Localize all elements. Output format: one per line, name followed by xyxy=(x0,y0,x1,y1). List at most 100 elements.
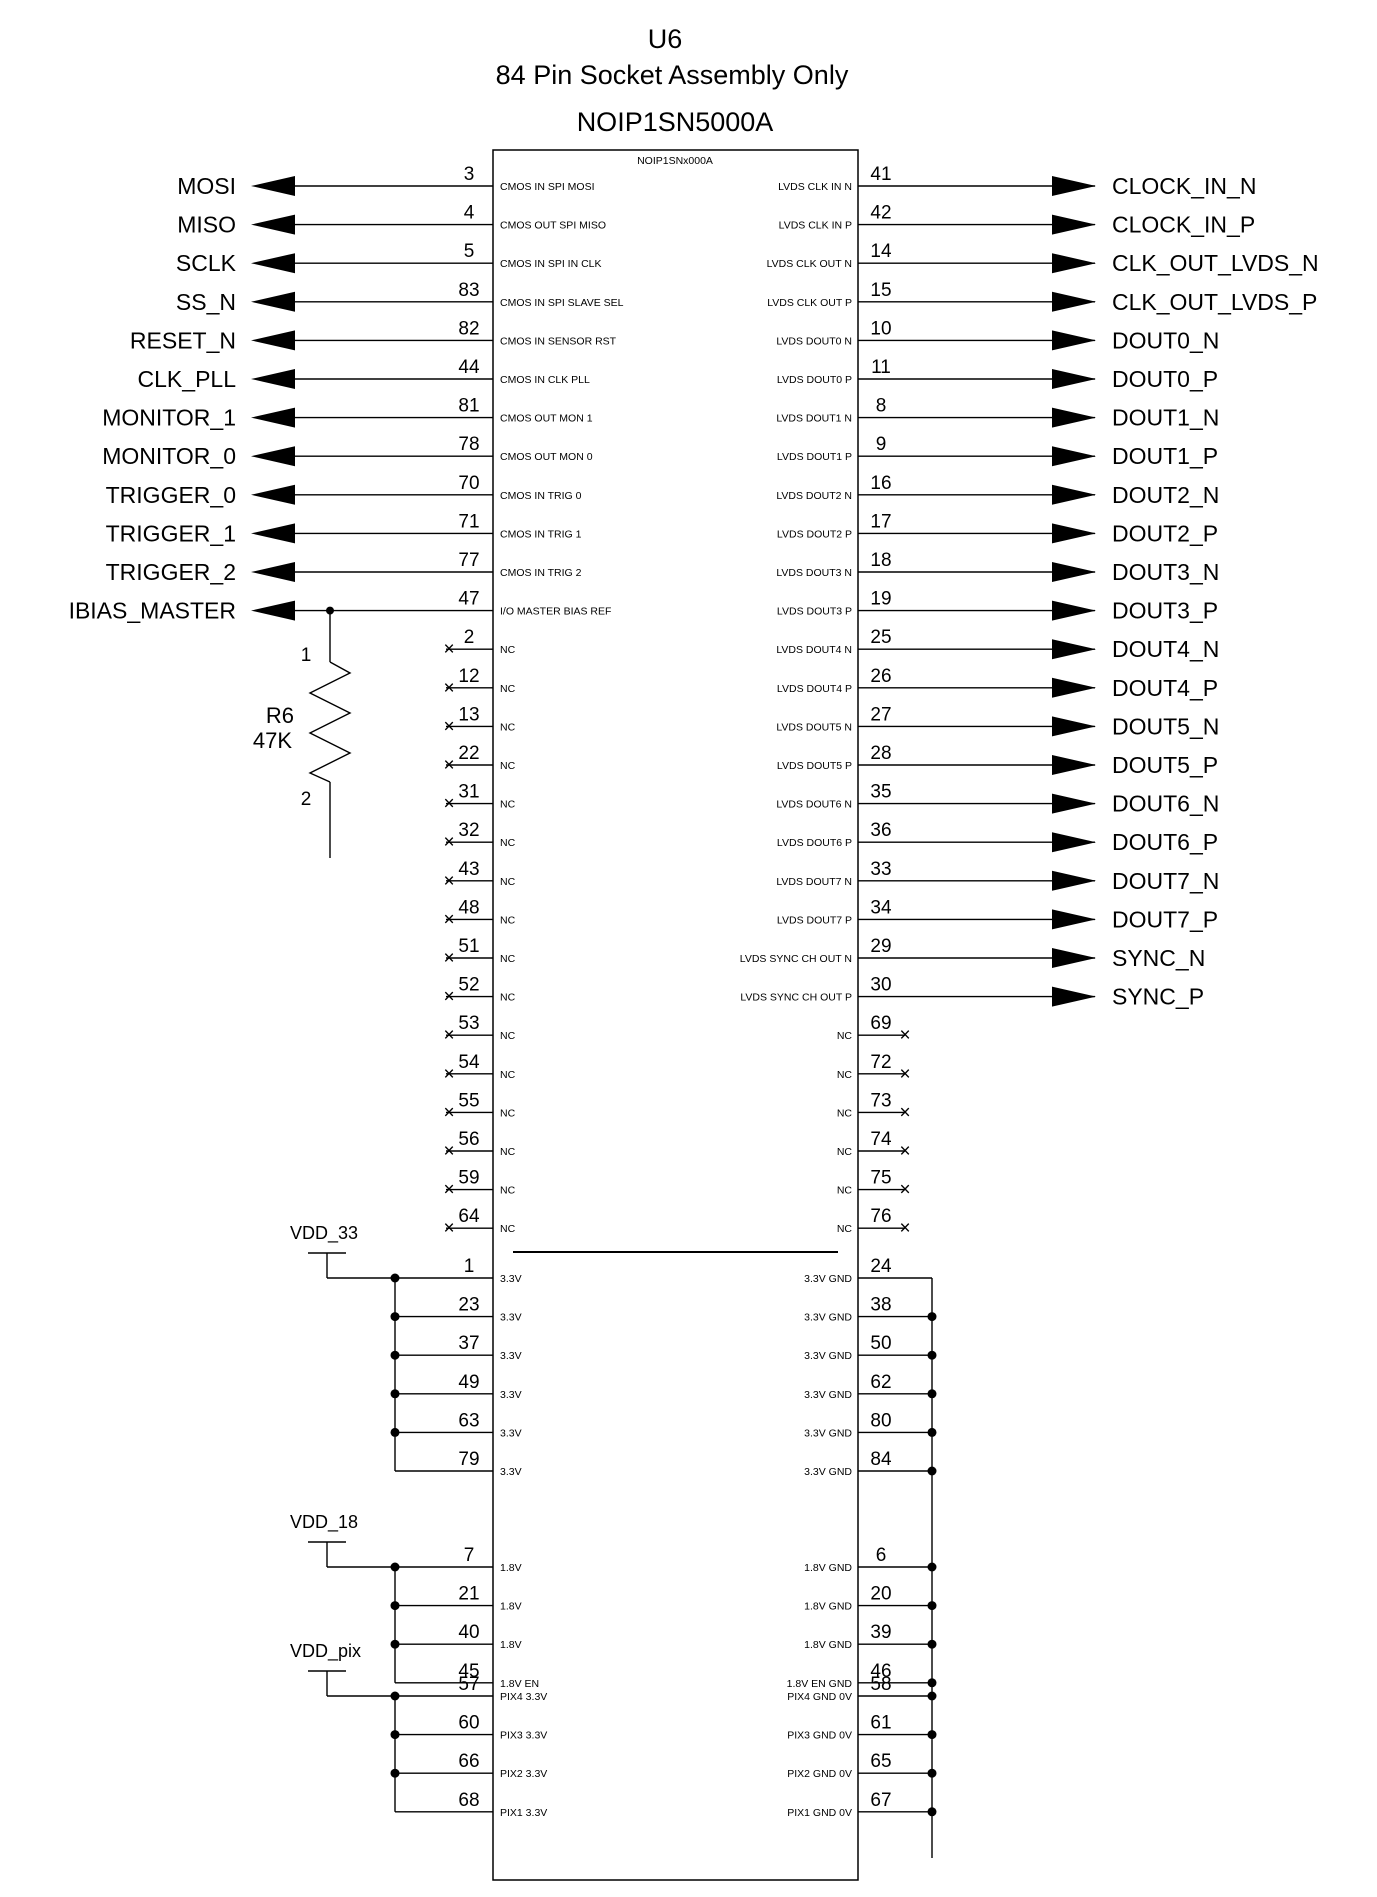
pin-number: 46 xyxy=(870,1661,891,1682)
pin-number: 41 xyxy=(870,164,891,185)
pin-number: 78 xyxy=(458,434,479,455)
pin-number: 26 xyxy=(870,666,891,687)
junction-dot xyxy=(390,1691,400,1701)
pin-number: 72 xyxy=(870,1052,891,1073)
net-label: DOUT5_N xyxy=(1112,713,1219,739)
pin-function: 1.8V xyxy=(500,1639,522,1651)
resistor-pin-number: 1 xyxy=(301,645,312,666)
net-label: TRIGGER_1 xyxy=(106,520,236,546)
pin-number: 45 xyxy=(458,1661,479,1682)
pin-function: 1.8V xyxy=(500,1562,522,1574)
net-label: SYNC_P xyxy=(1112,984,1204,1010)
net-label: CLK_OUT_LVDS_N xyxy=(1112,250,1319,276)
no-connect-mark: × xyxy=(899,1025,910,1046)
junction-dot xyxy=(390,1639,400,1649)
pin-number: 80 xyxy=(870,1410,891,1431)
pin-function: CMOS OUT MON 1 xyxy=(500,413,593,425)
pin-number: 48 xyxy=(458,897,479,918)
no-connect-mark: × xyxy=(443,832,454,853)
no-connect-mark: × xyxy=(443,909,454,930)
no-connect-mark: × xyxy=(899,1180,910,1201)
pin-number: 49 xyxy=(458,1372,479,1393)
ground-icon xyxy=(912,1858,952,1884)
pin-function: PIX4 3.3V xyxy=(500,1691,547,1703)
pin-function: 3.3V xyxy=(500,1389,522,1401)
pin-function: NC xyxy=(500,721,516,733)
net-label: TRIGGER_0 xyxy=(106,482,236,508)
pin-number: 84 xyxy=(870,1449,892,1470)
junction-dot xyxy=(390,1562,400,1572)
pin-function: LVDS DOUT2 P xyxy=(777,528,852,540)
pin-number: 64 xyxy=(458,1206,480,1227)
pin-number: 67 xyxy=(870,1790,891,1811)
pin-function: NC xyxy=(500,1030,516,1042)
port-arrow-icon xyxy=(251,291,295,312)
pin-function: 3.3V xyxy=(500,1312,522,1324)
pin-function: CMOS IN SPI IN CLK xyxy=(500,258,602,270)
pin-number: 20 xyxy=(870,1584,891,1605)
pin-number: 44 xyxy=(458,357,480,378)
pin-number: 57 xyxy=(458,1674,479,1695)
net-label: RESET_N xyxy=(130,327,236,353)
pin-number: 15 xyxy=(870,280,891,301)
no-connect-mark: × xyxy=(443,871,454,892)
port-arrow-icon xyxy=(1052,291,1096,312)
no-connect-mark: × xyxy=(443,794,454,815)
pin-function: 1.8V GND xyxy=(804,1639,852,1651)
resistor-pin-number: 2 xyxy=(301,789,312,810)
pin-function: CMOS OUT MON 0 xyxy=(500,451,593,463)
port-arrow-icon xyxy=(251,369,295,389)
pin-function: LVDS DOUT3 P xyxy=(777,606,852,618)
pin-function: NC xyxy=(500,1146,516,1158)
pin-number: 29 xyxy=(870,936,891,957)
net-label: SCLK xyxy=(176,250,237,276)
pin-number: 25 xyxy=(870,627,891,648)
pin-number: 14 xyxy=(870,241,892,262)
pin-number: 61 xyxy=(870,1713,891,1734)
generated-schematic: MOSI 3 CMOS IN SPI MOSI MISO 4 CMOS OUT SPI M… xyxy=(69,164,1319,1884)
net-label: MONITOR_1 xyxy=(102,405,236,431)
pin-number: 30 xyxy=(870,975,891,996)
net-label: DOUT7_P xyxy=(1112,906,1218,932)
no-connect-mark: × xyxy=(443,1102,454,1123)
pin-function: NC xyxy=(500,992,516,1004)
net-label: DOUT7_N xyxy=(1112,868,1219,894)
supply-net-label: VDD_33 xyxy=(290,1223,358,1244)
pin-function: NC xyxy=(837,1107,853,1119)
pin-function: PIX2 3.3V xyxy=(500,1768,547,1780)
pin-function: LVDS DOUT6 P xyxy=(777,837,852,849)
pin-function: NC xyxy=(837,1185,853,1197)
port-arrow-icon xyxy=(251,484,295,505)
pin-function: 1.8V GND xyxy=(804,1601,852,1613)
port-arrow-icon xyxy=(1052,484,1096,505)
pin-number: 75 xyxy=(870,1168,891,1189)
pin-number: 70 xyxy=(458,473,479,494)
pin-function: 3.3V GND xyxy=(804,1427,852,1439)
pin-number: 60 xyxy=(458,1713,479,1734)
pin-function: LVDS CLK OUT P xyxy=(767,297,852,309)
pin-number: 19 xyxy=(870,589,891,610)
pin-function: LVDS DOUT1 N xyxy=(776,413,852,425)
pin-function: NC xyxy=(500,914,516,926)
ground-icon xyxy=(310,858,350,885)
pin-number: 39 xyxy=(870,1622,891,1643)
pin-function: PIX3 3.3V xyxy=(500,1730,547,1742)
port-arrow-icon xyxy=(251,214,295,235)
resistor-value: 47K xyxy=(253,728,292,753)
no-connect-mark: × xyxy=(443,678,454,699)
pin-number: 34 xyxy=(870,897,892,918)
net-label: CLK_PLL xyxy=(138,366,237,392)
pin-number: 8 xyxy=(876,396,887,417)
pin-function: LVDS DOUT1 P xyxy=(777,451,852,463)
pin-number: 10 xyxy=(870,318,891,339)
pin-number: 12 xyxy=(458,666,479,687)
net-label: SYNC_N xyxy=(1112,945,1205,971)
net-label: CLK_OUT_LVDS_P xyxy=(1112,289,1317,315)
pin-function: CMOS IN SENSOR RST xyxy=(500,335,617,347)
pin-number: 66 xyxy=(458,1751,479,1772)
junction-dot xyxy=(390,1273,400,1283)
pin-number: 74 xyxy=(870,1129,892,1150)
pin-number: 55 xyxy=(458,1090,479,1111)
pin-number: 53 xyxy=(458,1013,479,1034)
pin-function: NC xyxy=(500,953,516,965)
